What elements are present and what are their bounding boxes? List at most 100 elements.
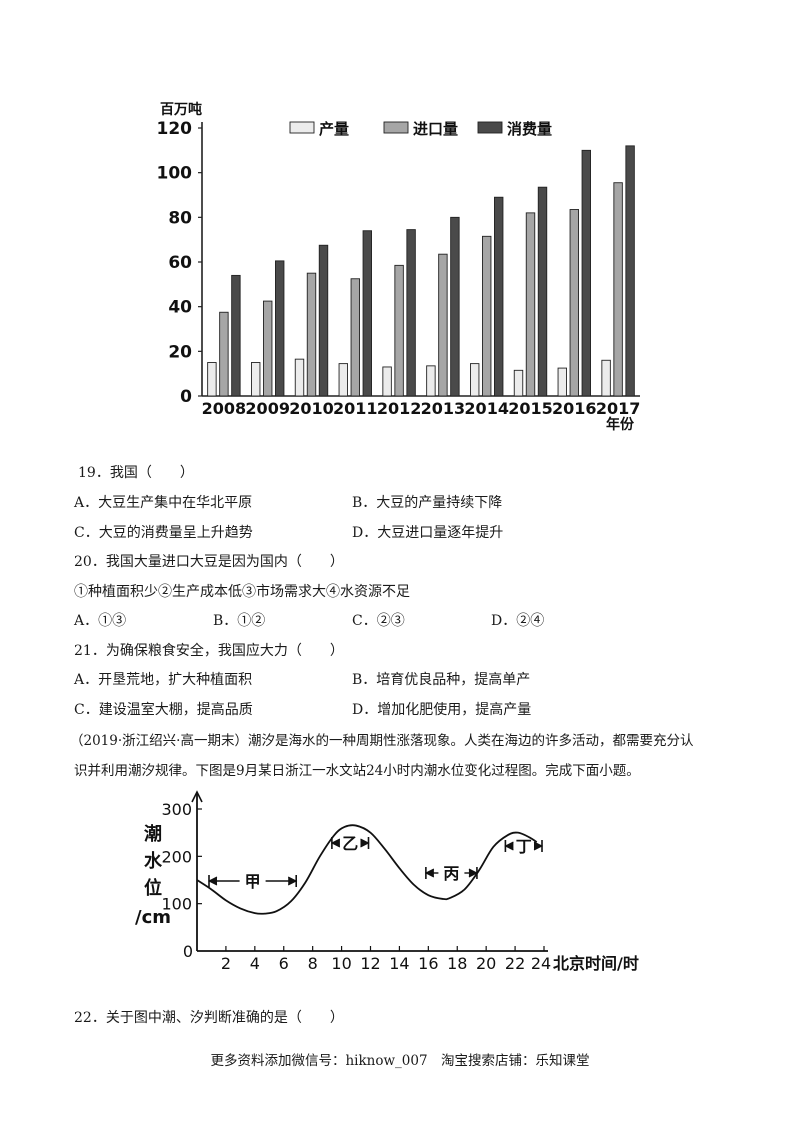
y-axis-arrow xyxy=(191,790,203,803)
y-tick-label: 20 xyxy=(168,342,192,362)
x-axis-label: 年份 xyxy=(606,416,635,433)
passage-line-2: 识并利用潮汐规律。下图是9月某日浙江一水文站24小时内潮水位变化过程图。完成下面… xyxy=(74,763,640,779)
y-tick-label: 120 xyxy=(157,119,193,139)
y-axis-label-part: 潮 xyxy=(144,824,162,845)
bar-进口量-2014 xyxy=(482,235,492,397)
legend-label-消费量: 消费量 xyxy=(507,120,552,138)
q21-stem: 21．为确保粮食安全，我国应大力（ ） xyxy=(74,643,344,659)
y-axis-label-part: /cm xyxy=(135,907,171,928)
y-tick-label: 100 xyxy=(157,164,193,184)
y-tick-label: 100 xyxy=(161,895,192,914)
y-tick-label: 80 xyxy=(168,208,192,228)
bar-进口量-2017 xyxy=(613,182,623,397)
q21-option-c: C．建设温室大棚，提高品质 xyxy=(74,702,253,718)
x-tick-label: 2008 xyxy=(202,399,247,418)
y-axis-label-part: 水 xyxy=(144,850,163,872)
q21-option-d: D．增加化肥使用，提高产量 xyxy=(352,702,532,718)
x-tick-label: 2010 xyxy=(289,399,334,418)
q20-option-b: B．①② xyxy=(213,613,266,629)
bar-产量-2008 xyxy=(207,362,217,397)
origin-label: 0 xyxy=(183,942,193,961)
legend-swatch-消费量 xyxy=(477,121,503,134)
q20-option-d: D．②④ xyxy=(491,613,545,629)
bar-消费量-2011 xyxy=(362,230,372,397)
bar-产量-2010 xyxy=(294,358,305,397)
x-tick-label: 4 xyxy=(250,954,260,973)
x-tick-label: 2014 xyxy=(464,399,509,418)
bar-产量-2017 xyxy=(601,359,611,397)
legend-swatch-产量 xyxy=(289,121,315,134)
x-tick-label: 16 xyxy=(418,954,438,973)
x-tick-label: 20 xyxy=(476,954,496,973)
bar-产量-2016 xyxy=(557,367,567,397)
footer-note: 更多资料添加微信号：hiknow_007 淘宝搜索店铺：乐知课堂 xyxy=(210,1053,590,1069)
bar-产量-2013 xyxy=(426,365,436,397)
q22-stem: 22．关于图中潮、汐判断准确的是（ ） xyxy=(74,1010,344,1026)
legend-swatch-进口量 xyxy=(383,121,409,134)
q20-option-c: C．②③ xyxy=(352,613,405,629)
x-tick-label: 8 xyxy=(308,954,318,973)
x-tick-label: 24 xyxy=(531,954,551,973)
x-tick-label: 2013 xyxy=(421,399,466,418)
legend-label-进口量: 进口量 xyxy=(413,120,458,138)
q19-option-c: C．大豆的消费量呈上升趋势 xyxy=(74,525,253,541)
y-tick-label: 40 xyxy=(168,298,192,318)
y-tick-label: 200 xyxy=(161,847,192,866)
interval-arrow-left xyxy=(207,876,218,886)
x-tick-label: 10 xyxy=(331,954,351,973)
bar-消费量-2009 xyxy=(275,260,285,397)
interval-arrow-left xyxy=(330,838,341,848)
tide-line-chart: 2 4 6 8 10 12 14 16 18 20 22 24 北京时间/时1002003000潮水位/… xyxy=(135,790,639,973)
y-tick-label: 60 xyxy=(168,253,192,273)
q21-option-b: B．培育优良品种，提高单产 xyxy=(352,672,531,688)
x-tick-label: 12 xyxy=(360,954,380,973)
x-tick-label: 2012 xyxy=(377,399,422,418)
y-axis-label-part: 位 xyxy=(144,877,162,899)
x-tick-label: 2016 xyxy=(552,399,597,418)
interval-label-丙: 丙 xyxy=(443,864,459,883)
interval-arrow-right xyxy=(360,838,370,848)
tide-curve xyxy=(196,824,538,915)
bar-消费量-2014 xyxy=(494,196,504,397)
bar-产量-2014 xyxy=(470,363,480,397)
bar-消费量-2013 xyxy=(450,216,460,397)
bar-进口量-2010 xyxy=(306,272,317,397)
y-axis-label: 百万吨 xyxy=(160,101,202,118)
q21-option-a: A．开垦荒地，扩大种植面积 xyxy=(74,672,253,688)
legend-label-产量: 产量 xyxy=(319,120,349,138)
bar-消费量-2015 xyxy=(537,186,548,397)
x-tick-label: 14 xyxy=(389,954,409,973)
y-tick-label: 300 xyxy=(161,800,192,819)
bar-消费量-2008 xyxy=(231,274,241,397)
interval-arrow-left xyxy=(504,841,514,851)
bar-进口量-2009 xyxy=(263,300,273,397)
interval-label-乙: 乙 xyxy=(342,834,358,853)
interval-arrow-right xyxy=(287,876,298,886)
q20-items: ①种植面积少②生产成本低③市场需求大④水资源不足 xyxy=(74,584,410,600)
bar-进口量-2011 xyxy=(350,278,360,397)
x-tick-label: 2011 xyxy=(333,399,378,418)
interval-label-丁: 丁 xyxy=(516,837,532,856)
q19-stem: 19．我国（ ） xyxy=(78,465,194,481)
interval-arrow-right xyxy=(468,868,479,878)
q20-stem: 20．我国大量进口大豆是因为国内（ ） xyxy=(74,554,344,570)
y-tick-label: 0 xyxy=(180,387,192,407)
x-tick-label: 2 xyxy=(221,954,231,973)
q19-option-d: D．大豆进口量逐年提升 xyxy=(352,525,504,541)
q20-option-a: A．①③ xyxy=(74,613,127,629)
x-tick-label: 2015 xyxy=(508,399,553,418)
bar-进口量-2013 xyxy=(438,253,448,397)
bar-产量-2011 xyxy=(338,363,348,397)
interval-label-甲: 甲 xyxy=(245,872,261,891)
interval-arrow-left xyxy=(424,868,435,878)
q19-option-b: B．大豆的产量持续下降 xyxy=(352,495,503,511)
bar-进口量-2015 xyxy=(525,212,536,397)
bar-进口量-2012 xyxy=(394,264,404,397)
bar-产量-2015 xyxy=(513,369,524,397)
bar-消费量-2017 xyxy=(625,145,635,397)
interval-arrow-right xyxy=(533,841,544,851)
bar-产量-2012 xyxy=(382,366,392,397)
bar-消费量-2016 xyxy=(581,149,591,397)
q19-option-a: A．大豆生产集中在华北平原 xyxy=(74,495,253,511)
